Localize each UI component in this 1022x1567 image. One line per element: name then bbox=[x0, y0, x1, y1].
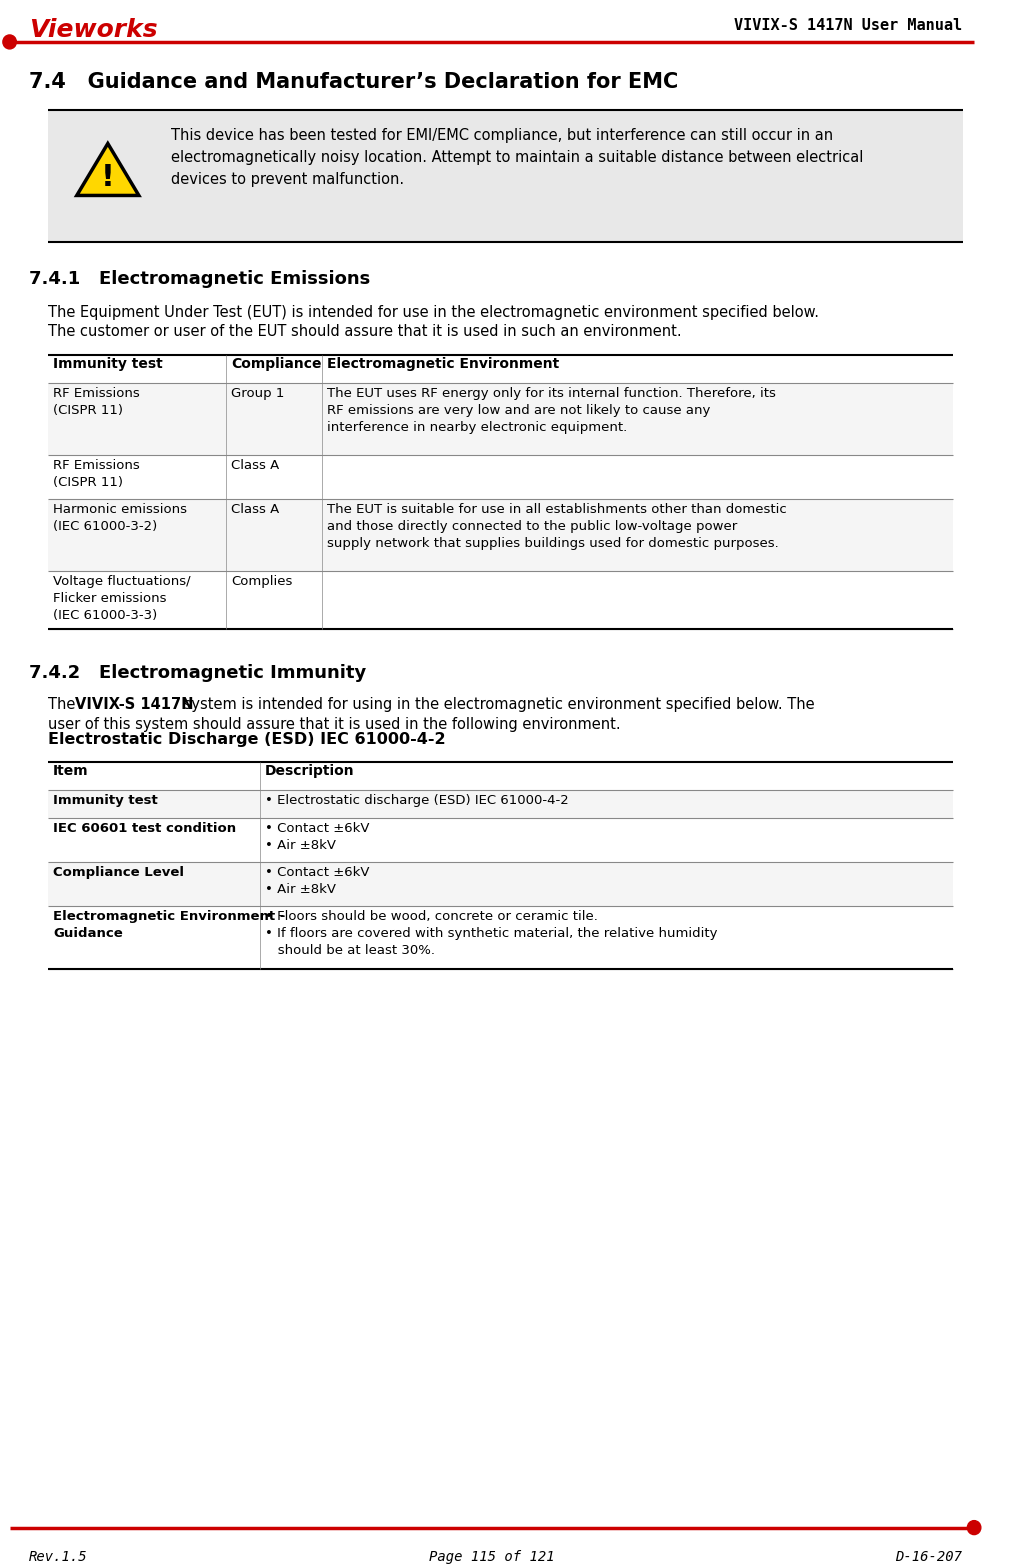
Text: !: ! bbox=[101, 163, 114, 193]
Text: Description: Description bbox=[265, 763, 355, 777]
FancyBboxPatch shape bbox=[48, 818, 953, 862]
Text: 7.4.1   Electromagnetic Emissions: 7.4.1 Electromagnetic Emissions bbox=[29, 270, 370, 288]
Text: Complies: Complies bbox=[231, 575, 292, 588]
Text: Immunity test: Immunity test bbox=[53, 794, 157, 807]
Text: user of this system should assure that it is used in the following environment.: user of this system should assure that i… bbox=[48, 716, 620, 732]
Text: The EUT uses RF energy only for its internal function. Therefore, its
RF emissio: The EUT uses RF energy only for its inte… bbox=[327, 387, 776, 434]
Text: The EUT is suitable for use in all establishments other than domestic
and those : The EUT is suitable for use in all estab… bbox=[327, 503, 787, 550]
Text: Voltage fluctuations/
Flicker emissions
(IEC 61000-3-3): Voltage fluctuations/ Flicker emissions … bbox=[53, 575, 190, 622]
Text: Rev.1.5: Rev.1.5 bbox=[29, 1550, 88, 1564]
Text: 7.4.2   Electromagnetic Immunity: 7.4.2 Electromagnetic Immunity bbox=[29, 664, 366, 682]
Text: • Floors should be wood, concrete or ceramic tile.
• If floors are covered with : • Floors should be wood, concrete or cer… bbox=[265, 909, 717, 956]
Text: Group 1: Group 1 bbox=[231, 387, 284, 401]
Circle shape bbox=[3, 34, 16, 49]
Text: Electromagnetic Environment -
Guidance: Electromagnetic Environment - Guidance bbox=[53, 909, 285, 940]
Text: • Contact ±6kV
• Air ±8kV: • Contact ±6kV • Air ±8kV bbox=[265, 865, 369, 896]
FancyBboxPatch shape bbox=[48, 906, 953, 970]
Circle shape bbox=[968, 1520, 981, 1534]
Text: IEC 60601 test condition: IEC 60601 test condition bbox=[53, 821, 236, 835]
Text: Class A: Class A bbox=[231, 459, 279, 472]
Text: Class A: Class A bbox=[231, 503, 279, 516]
Text: Compliance: Compliance bbox=[231, 357, 322, 371]
Polygon shape bbox=[77, 144, 139, 196]
Text: VIVIX-S 1417N: VIVIX-S 1417N bbox=[75, 697, 193, 711]
Text: Compliance Level: Compliance Level bbox=[53, 865, 184, 879]
Text: RF Emissions
(CISPR 11): RF Emissions (CISPR 11) bbox=[53, 459, 140, 489]
FancyBboxPatch shape bbox=[48, 500, 953, 570]
Text: VIVIX-S 1417N User Manual: VIVIX-S 1417N User Manual bbox=[735, 17, 963, 33]
Text: Item: Item bbox=[53, 763, 89, 777]
FancyBboxPatch shape bbox=[48, 456, 953, 500]
Text: The customer or user of the EUT should assure that it is used in such an environ: The customer or user of the EUT should a… bbox=[48, 324, 682, 340]
Text: RF Emissions
(CISPR 11): RF Emissions (CISPR 11) bbox=[53, 387, 140, 417]
FancyBboxPatch shape bbox=[48, 110, 963, 241]
Text: Immunity test: Immunity test bbox=[53, 357, 162, 371]
FancyBboxPatch shape bbox=[48, 384, 953, 456]
FancyBboxPatch shape bbox=[48, 862, 953, 906]
Text: Page 115 of 121: Page 115 of 121 bbox=[429, 1550, 555, 1564]
Text: This device has been tested for EMI/EMC compliance, but interference can still o: This device has been tested for EMI/EMC … bbox=[172, 128, 864, 186]
Text: • Contact ±6kV
• Air ±8kV: • Contact ±6kV • Air ±8kV bbox=[265, 821, 369, 852]
Text: The: The bbox=[48, 697, 80, 711]
Text: Electromagnetic Environment: Electromagnetic Environment bbox=[327, 357, 559, 371]
Text: Harmonic emissions
(IEC 61000-3-2): Harmonic emissions (IEC 61000-3-2) bbox=[53, 503, 187, 533]
Text: The Equipment Under Test (EUT) is intended for use in the electromagnetic enviro: The Equipment Under Test (EUT) is intend… bbox=[48, 304, 819, 320]
Text: Electrostatic Discharge (ESD) IEC 61000-4-2: Electrostatic Discharge (ESD) IEC 61000-… bbox=[48, 732, 446, 747]
Text: 7.4   Guidance and Manufacturer’s Declaration for EMC: 7.4 Guidance and Manufacturer’s Declarat… bbox=[29, 72, 679, 92]
FancyBboxPatch shape bbox=[48, 790, 953, 818]
Text: D-16-207: D-16-207 bbox=[895, 1550, 963, 1564]
Text: Vieworks: Vieworks bbox=[29, 17, 157, 42]
Text: system is intended for using in the electromagnetic environment specified below.: system is intended for using in the elec… bbox=[179, 697, 815, 711]
Text: • Electrostatic discharge (ESD) IEC 61000-4-2: • Electrostatic discharge (ESD) IEC 6100… bbox=[265, 794, 568, 807]
FancyBboxPatch shape bbox=[48, 570, 953, 628]
